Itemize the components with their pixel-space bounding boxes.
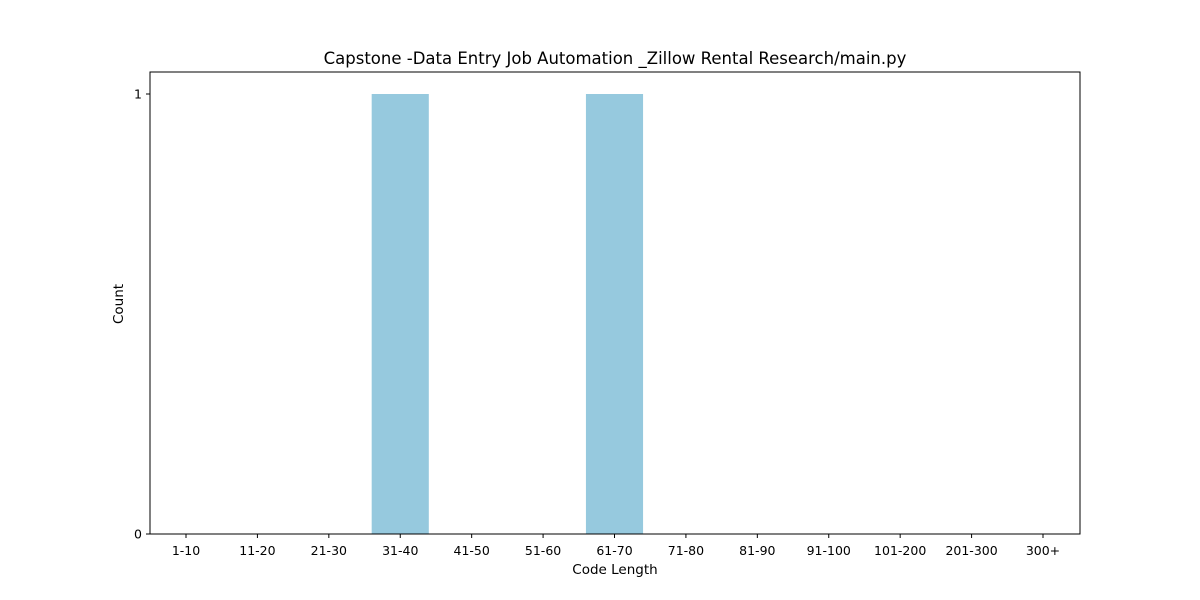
- bars-layer: [371, 94, 644, 534]
- x-tick-label: 31-40: [382, 543, 418, 558]
- y-axis-label: Count: [111, 284, 127, 324]
- bar-61-70: [585, 94, 644, 534]
- x-tick-label: 11-20: [239, 543, 275, 558]
- x-tick-label: 41-50: [454, 543, 490, 558]
- x-tick-label: 201-300: [945, 543, 997, 558]
- x-tick-label: 81-90: [739, 543, 775, 558]
- y-ticks-layer: 01: [134, 87, 150, 542]
- x-tick-label: 1-10: [172, 543, 200, 558]
- x-axis-label: Code Length: [572, 562, 657, 578]
- x-tick-label: 91-100: [807, 543, 851, 558]
- x-tick-label: 61-70: [596, 543, 632, 558]
- x-tick-label: 71-80: [668, 543, 704, 558]
- x-tick-label: 51-60: [525, 543, 561, 558]
- x-ticks-layer: 1-10 11-20 21-30 31-40 41-50 51-60 61-70 71-80 8…: [172, 534, 1060, 558]
- y-tick-label: 1: [134, 87, 142, 102]
- x-tick-label: 21-30: [311, 543, 347, 558]
- bar-31-40: [371, 94, 429, 534]
- y-tick-label: 0: [134, 527, 142, 542]
- chart-title: Capstone -Data Entry Job Automation _Zil…: [324, 49, 907, 69]
- x-tick-label: 101-200: [874, 543, 926, 558]
- x-tick-label: 300+: [1026, 543, 1060, 558]
